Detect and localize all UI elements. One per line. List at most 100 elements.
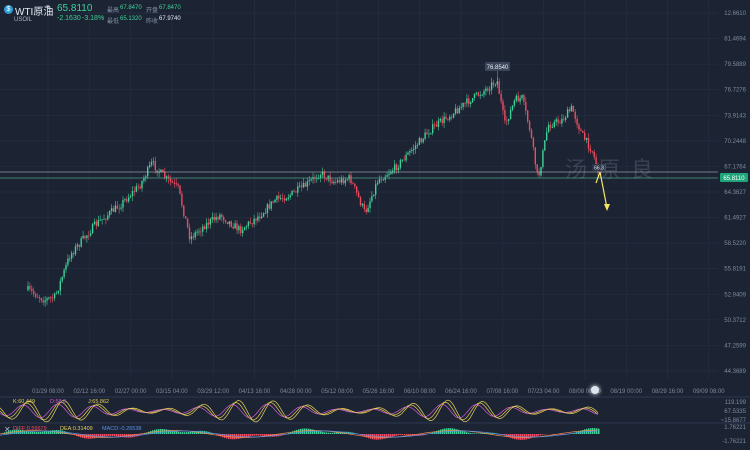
macd-bar — [130, 434, 132, 438]
candle-body — [61, 276, 63, 281]
macd-bar — [514, 434, 516, 440]
candle-body — [337, 180, 339, 183]
candle-body — [128, 197, 130, 202]
macd-bar — [252, 434, 254, 436]
macd-bar — [68, 432, 70, 434]
candle-body — [33, 290, 35, 294]
candle-body — [207, 222, 210, 225]
candle-body — [587, 137, 590, 149]
candle-body — [403, 159, 405, 161]
candle-body — [525, 101, 527, 111]
candle-body — [395, 164, 398, 171]
candle-body — [331, 181, 333, 184]
candle-body — [359, 197, 362, 206]
candle-body — [36, 297, 39, 298]
candle-body — [209, 219, 212, 225]
symbol-name[interactable]: WTI原油 — [15, 7, 54, 18]
macd-bar — [458, 429, 460, 434]
candle-body — [198, 231, 200, 233]
macd-bar — [288, 432, 290, 434]
candle-body — [464, 102, 466, 104]
candle-body — [139, 186, 141, 189]
candle-body — [329, 175, 331, 182]
price-change-pct: -3.18% — [82, 15, 105, 22]
macd-bar — [146, 432, 148, 434]
candle-body — [540, 167, 542, 176]
candle-body — [262, 213, 265, 217]
candle-body — [59, 280, 61, 291]
macd-dea-label: DEA:0.31409 — [60, 426, 93, 432]
candle-body — [116, 205, 118, 209]
candle-body — [489, 89, 491, 91]
dot-icon[interactable] — [591, 386, 599, 394]
candle-body — [409, 151, 411, 153]
close-icon[interactable]: ✕ — [4, 425, 11, 434]
kdj-k-line — [0, 401, 599, 421]
candle-body — [306, 181, 308, 187]
candle-body — [473, 93, 476, 98]
candle-body — [27, 286, 29, 290]
macd-bar — [162, 429, 164, 434]
macd-bar — [402, 434, 404, 435]
candle-body — [411, 150, 413, 152]
candle-body — [470, 102, 472, 105]
candle-body — [293, 190, 295, 192]
candle-body — [230, 221, 232, 227]
candle-body — [565, 117, 567, 120]
candle-body — [344, 180, 346, 184]
candle-body — [428, 133, 430, 135]
chevron-down-icon[interactable]: ▾ — [46, 4, 50, 11]
macd-bar — [532, 434, 534, 438]
candle-body — [492, 82, 495, 85]
macd-bar — [540, 434, 542, 436]
candle-body — [281, 198, 284, 199]
candle-body — [234, 223, 236, 229]
candle-body — [502, 101, 504, 111]
macd-bar — [394, 434, 396, 436]
candle-body — [31, 288, 33, 291]
macd-bar — [138, 434, 140, 436]
candle-body — [44, 300, 46, 303]
candle-body — [253, 218, 255, 225]
macd-bar — [370, 434, 372, 439]
arrow-line — [595, 171, 601, 184]
macd-bar — [316, 430, 318, 434]
candle-body — [542, 150, 544, 168]
macd-bar — [324, 432, 326, 434]
macd-bar — [46, 431, 48, 434]
candle-body — [160, 169, 162, 173]
macd-bar — [590, 428, 592, 434]
macd-bar — [512, 434, 514, 439]
candle-body — [186, 218, 189, 228]
candle-body — [255, 218, 257, 221]
macd-bar — [32, 431, 34, 434]
candle-body — [561, 118, 563, 124]
candle-body — [175, 182, 177, 184]
candle-body — [437, 120, 440, 127]
candle-body — [394, 164, 396, 171]
candle-body — [300, 185, 303, 188]
candle-body — [382, 179, 384, 181]
candle-body — [574, 111, 576, 119]
macd-bar — [460, 430, 462, 434]
high-value: 67.8470 — [120, 5, 142, 11]
candle-body — [513, 100, 516, 106]
macd-bar — [404, 434, 406, 435]
candle-body — [188, 227, 191, 240]
candle-body — [549, 124, 552, 128]
candle-body — [454, 108, 457, 114]
macd-bar — [390, 434, 392, 438]
arrow-head — [604, 204, 610, 211]
time-axis-label: 06/10 08:00 — [404, 389, 436, 395]
macd-bar — [406, 434, 408, 436]
candle-body — [414, 145, 417, 149]
candle-body — [126, 199, 128, 202]
candle-body — [215, 217, 217, 220]
price-axis-label: 76.7276 — [724, 88, 746, 94]
candle-body — [460, 106, 462, 108]
candle-body — [508, 119, 510, 121]
macd-bar — [364, 434, 366, 437]
open-value: 67.8470 — [159, 5, 181, 11]
